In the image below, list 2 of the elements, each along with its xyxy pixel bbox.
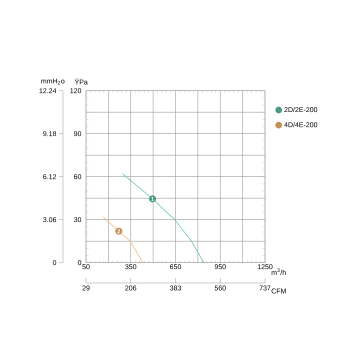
line-series (102, 216, 144, 263)
line-series (122, 173, 204, 263)
